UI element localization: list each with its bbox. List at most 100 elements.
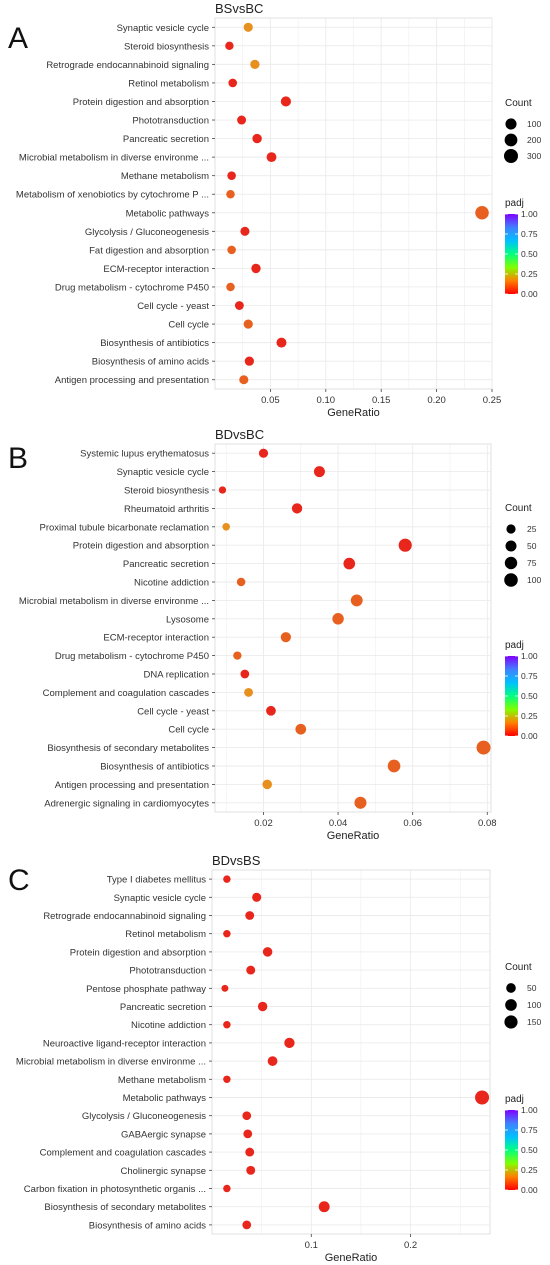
y-tick-label: Biosynthesis of antibiotics <box>100 338 209 349</box>
data-point <box>218 486 227 494</box>
plot-area <box>214 443 492 813</box>
y-tick-label: Complement and coagulation cascades <box>40 1148 207 1159</box>
x-axis-label: GeneRatio <box>327 830 380 842</box>
y-tick-label: Biosynthesis of amino acids <box>92 357 209 368</box>
data-point <box>245 911 255 920</box>
colorbar-tick-label: 0.25 <box>521 711 538 721</box>
y-tick-label: Neuroactive ligand-receptor interaction <box>43 1038 206 1049</box>
colorbar-tick-label: 0.75 <box>521 671 538 681</box>
panel-label: B <box>8 442 28 475</box>
data-point <box>222 523 230 531</box>
y-tick-label: GABAergic synapse <box>121 1129 206 1140</box>
count-legend-dot <box>504 133 518 147</box>
data-point <box>244 687 254 697</box>
chart-panel-c: C BDvsBS Type I diabetes mellitus Synaptic … <box>8 853 541 1264</box>
colorbar-tick-label: 0.75 <box>521 229 538 239</box>
x-tick-label: 0.20 <box>427 395 446 406</box>
colorbar-tick-label: 0.00 <box>521 1185 538 1195</box>
y-tick-label: Synaptic vesicle cycle <box>117 23 209 34</box>
y-tick-label: Synaptic vesicle cycle <box>117 467 209 478</box>
data-point <box>262 947 273 957</box>
colorbar-tick-label: 0.75 <box>521 1125 538 1135</box>
count-legend-label: 100 <box>527 119 541 129</box>
data-point <box>228 78 238 88</box>
x-tick-label: 0.06 <box>403 818 422 829</box>
x-tick-label: 0.02 <box>254 818 273 829</box>
count-legend-dot <box>505 999 517 1011</box>
colorbar-tick-label: 0.00 <box>521 289 538 299</box>
count-legend-dot <box>506 524 516 534</box>
count-legend-title: Count <box>505 98 532 109</box>
y-tick-label: Antigen processing and presentation <box>55 780 209 791</box>
y-tick-label: DNA replication <box>144 670 209 681</box>
y-tick-label: Adrenergic signaling in cardiomyocytes <box>44 798 209 809</box>
colorbar-tick-label: 0.25 <box>521 269 538 279</box>
chart-title: BDvsBC <box>215 427 264 442</box>
plot-area <box>211 869 491 1235</box>
count-legend-label: 100 <box>527 1000 541 1010</box>
count-legend-dot <box>506 983 516 993</box>
colorbar-tick-label: 1.00 <box>521 1105 538 1115</box>
y-tick-label: Retrograde endocannabinoid signaling <box>43 911 206 922</box>
y-tick-label: Steroid biosynthesis <box>124 41 209 52</box>
data-point <box>318 1201 330 1213</box>
data-point <box>227 245 236 255</box>
count-legend-label: 50 <box>527 983 537 993</box>
y-tick-label: Glycolysis / Gluconeogenesis <box>85 227 209 238</box>
data-point <box>295 723 307 735</box>
y-tick-label: Type I diabetes mellitus <box>107 875 207 886</box>
y-tick-label: Nicotine addiction <box>134 578 209 589</box>
data-point <box>243 22 253 32</box>
data-point <box>246 1165 256 1175</box>
data-point <box>398 538 412 552</box>
y-tick-label: Antigen processing and presentation <box>55 375 209 386</box>
y-tick-label: Methane metabolism <box>118 1075 206 1086</box>
data-point <box>234 301 244 310</box>
panel-label: C <box>8 864 30 897</box>
y-tick-label: Cell cycle <box>168 725 209 736</box>
x-tick-label: 0.1 <box>305 1240 318 1251</box>
y-tick-label: ECM-receptor interaction <box>103 633 209 644</box>
y-tick-label: ECM-receptor interaction <box>103 264 209 275</box>
data-point <box>475 206 489 220</box>
data-point <box>223 929 231 938</box>
x-tick-label: 0.04 <box>329 818 348 829</box>
y-tick-label: Lysosome <box>166 614 209 625</box>
data-point <box>221 984 229 992</box>
y-tick-label: Retinol metabolism <box>125 929 206 940</box>
y-tick-label: Complement and coagulation cascades <box>43 688 210 699</box>
padj-colorbar <box>505 656 518 736</box>
count-legend-label: 300 <box>527 151 541 161</box>
data-point <box>242 1111 252 1121</box>
data-point <box>223 875 231 883</box>
data-point <box>251 263 261 274</box>
data-point <box>242 1220 252 1230</box>
y-tick-label: Drug metabolism - cytochrome P450 <box>55 651 209 662</box>
x-tick-label: 0.10 <box>317 395 336 406</box>
y-tick-label: Phototransduction <box>132 116 209 127</box>
data-point <box>243 1129 253 1139</box>
count-legend-dot <box>505 540 517 552</box>
colorbar-tick-label: 1.00 <box>521 209 538 219</box>
data-point <box>243 319 253 329</box>
y-tick-label: Biosynthesis of amino acids <box>89 1220 206 1231</box>
data-point <box>262 779 273 790</box>
data-point <box>250 59 260 70</box>
y-tick-label: Steroid biosynthesis <box>124 486 209 497</box>
padj-legend-title: padj <box>505 1094 524 1105</box>
data-point <box>476 740 491 755</box>
y-tick-label: Protein digestion and absorption <box>73 97 209 108</box>
x-tick-label: 0.08 <box>478 818 497 829</box>
data-point <box>223 1184 231 1193</box>
chart-panel-a: A BSvsBC Synaptic vesicle cycle Steroid bio… <box>8 1 541 419</box>
padj-colorbar <box>505 1110 518 1190</box>
y-tick-label: Pancreatic secretion <box>123 559 209 570</box>
data-point <box>252 892 262 902</box>
y-tick-label: Biosynthesis of secondary metabolites <box>44 1202 206 1213</box>
count-legend-dot <box>504 1015 518 1029</box>
y-tick-label: Biosynthesis of antibiotics <box>100 762 209 773</box>
colorbar-tick-label: 0.00 <box>521 731 538 741</box>
x-tick-label: 0.25 <box>483 395 502 406</box>
y-tick-label: Microbial metabolism in diverse environm… <box>19 153 209 164</box>
